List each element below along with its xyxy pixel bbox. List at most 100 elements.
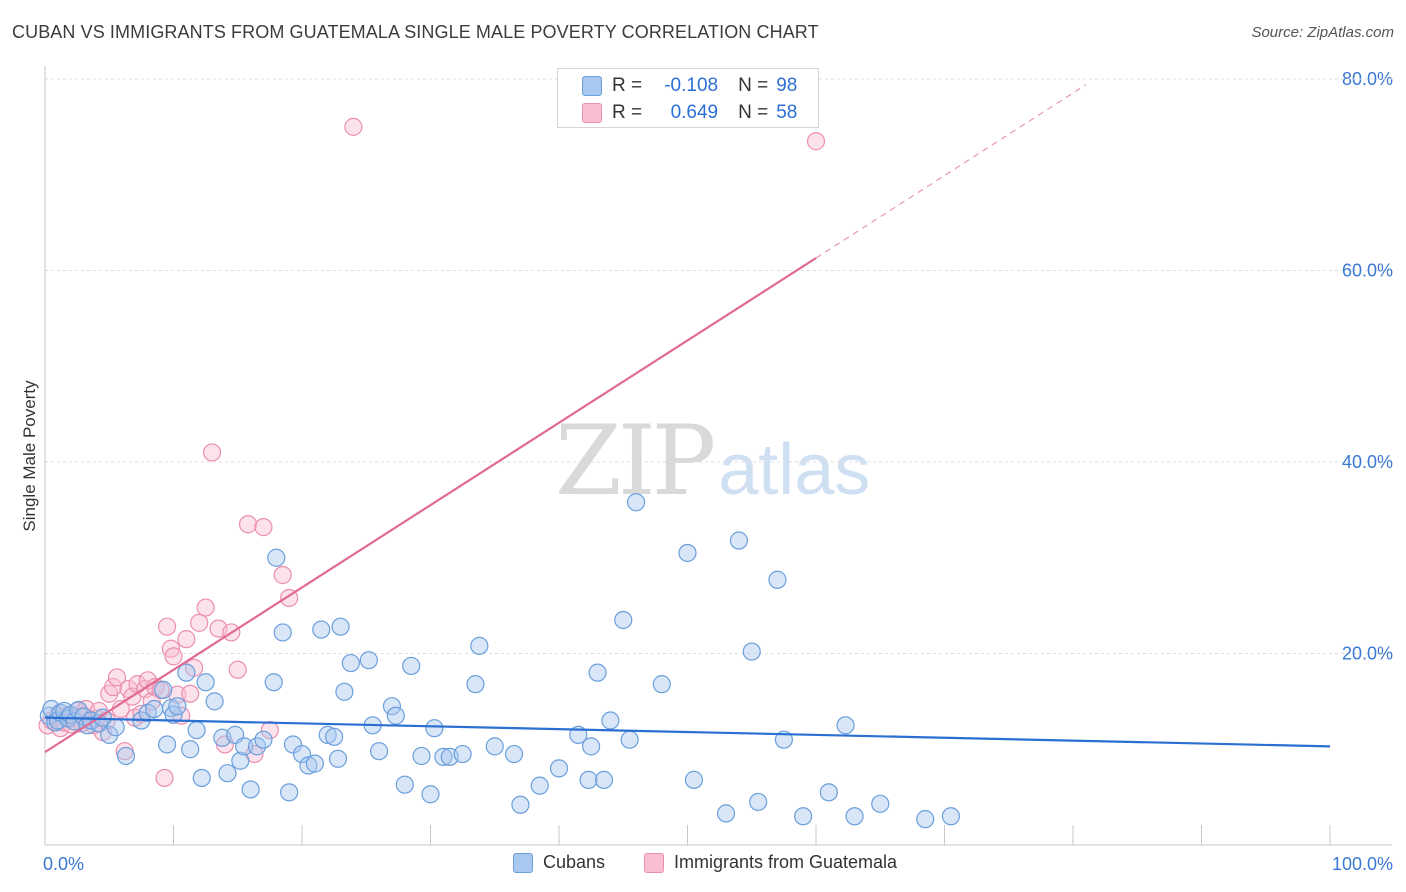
- x-tick-label: 0.0%: [43, 854, 84, 874]
- cubans-point: [434, 747, 453, 767]
- cubans-point: [819, 783, 838, 802]
- watermark-atlas: atlas: [718, 430, 871, 510]
- x-tick-label: 100.0%: [1332, 854, 1393, 874]
- cubans-point: [941, 807, 961, 826]
- cubans-point: [164, 705, 183, 724]
- cubans-point: [382, 697, 402, 716]
- r-label: R =: [612, 75, 643, 96]
- watermark-zip: ZIP: [555, 405, 716, 517]
- cubans-point: [626, 493, 646, 512]
- cubans-point: [318, 725, 337, 744]
- guatemala-point: [177, 630, 196, 649]
- n-label: N =: [738, 75, 769, 96]
- y-tick-label: 40.0%: [1342, 452, 1393, 472]
- stats-row-cubans: R = -0.108 N = 98: [582, 73, 797, 99]
- cubans-point: [247, 737, 267, 756]
- cubans-point: [341, 653, 360, 673]
- cubans-point: [511, 795, 530, 814]
- y-tick-label: 60.0%: [1342, 261, 1393, 281]
- cubans-point: [177, 663, 196, 682]
- r-label: R =: [612, 102, 643, 123]
- cubans-point: [579, 770, 598, 789]
- cubans-point: [154, 680, 173, 699]
- cubans-point: [774, 730, 793, 749]
- guatemala-point: [190, 613, 209, 632]
- cubans-point: [187, 720, 206, 740]
- cubans-point: [312, 620, 331, 639]
- cubans-point: [794, 807, 813, 826]
- n-value-guatemala: 58: [776, 102, 798, 123]
- r-value-cubans: -0.108: [664, 75, 719, 96]
- legend-item-cubans[interactable]: Cubans: [513, 852, 605, 873]
- cubans-point: [916, 810, 935, 829]
- cubans-point: [328, 749, 348, 768]
- cubans-point: [305, 754, 324, 773]
- cubans-point: [395, 775, 414, 794]
- cubans-point: [845, 807, 864, 826]
- legend-label-cubans: Cubans: [543, 852, 606, 872]
- cubans-point: [331, 617, 350, 636]
- guatemala-point: [157, 617, 177, 636]
- cubans-point: [386, 706, 405, 725]
- cubans-point: [453, 744, 472, 764]
- cubans-point: [280, 783, 299, 802]
- guatemala-point: [238, 515, 258, 534]
- cubans-point: [325, 727, 344, 746]
- guatemala-trend-extension: [815, 84, 1087, 259]
- cubans-point: [549, 759, 569, 778]
- chart-title: CUBAN VS IMMIGRANTS FROM GUATEMALA SINGL…: [12, 22, 819, 42]
- cubans-point: [254, 730, 273, 749]
- cubans-legend-swatch: [513, 852, 533, 873]
- cubans-point: [652, 675, 671, 694]
- guatemala-point: [181, 684, 200, 703]
- cubans-point: [530, 776, 549, 795]
- cubans-point: [192, 768, 211, 788]
- guatemala-point: [202, 443, 222, 462]
- cubans-point: [614, 610, 633, 630]
- cubans-point: [359, 651, 378, 670]
- guatemala-point: [107, 668, 127, 687]
- r-value-guatemala: 0.649: [670, 102, 719, 123]
- cubans-point: [116, 746, 136, 766]
- cubans-point: [292, 744, 312, 764]
- cubans-point: [588, 663, 607, 682]
- cubans-point: [601, 711, 620, 730]
- guatemala-point: [344, 117, 363, 136]
- cubans-point: [205, 692, 224, 711]
- stats-legend: R = -0.108 N = 98 R = 0.649 N = 58: [557, 68, 819, 128]
- cubans-swatch: [582, 76, 602, 96]
- cubans-point: [106, 718, 125, 737]
- guatemala-point: [254, 518, 273, 537]
- cubans-point: [218, 764, 237, 783]
- cubans-point: [145, 699, 164, 719]
- guatemala-point: [228, 660, 247, 679]
- guatemala-swatch: [582, 103, 602, 123]
- n-value-cubans: 98: [776, 75, 798, 96]
- cubans-point: [235, 737, 254, 756]
- cubans-point: [181, 740, 200, 759]
- cubans-point: [412, 746, 431, 766]
- legend-item-guatemala[interactable]: Immigrants from Guatemala: [644, 852, 897, 873]
- series-legend: Cubans Immigrants from Guatemala: [0, 850, 1406, 880]
- guatemala-point: [196, 598, 215, 617]
- cubans-point: [299, 756, 318, 775]
- cubans-point: [749, 792, 768, 812]
- cubans-point: [504, 744, 524, 764]
- cubans-point: [370, 742, 389, 761]
- cubans-point: [264, 673, 283, 692]
- cubans-point: [716, 804, 736, 823]
- cubans-point: [470, 636, 489, 655]
- n-label: N =: [738, 102, 769, 123]
- cubans-point: [231, 751, 250, 770]
- guatemala-trend-line: [44, 257, 817, 754]
- cubans-point: [168, 697, 187, 716]
- cubans-point: [402, 656, 421, 676]
- cubans-point: [729, 531, 749, 550]
- cubans-point: [425, 719, 444, 738]
- cubans-point: [871, 794, 890, 813]
- legend-label-guatemala: Immigrants from Guatemala: [674, 852, 898, 872]
- y-tick-label: 20.0%: [1342, 644, 1393, 664]
- guatemala-point: [104, 677, 123, 697]
- cubans-point: [684, 770, 704, 789]
